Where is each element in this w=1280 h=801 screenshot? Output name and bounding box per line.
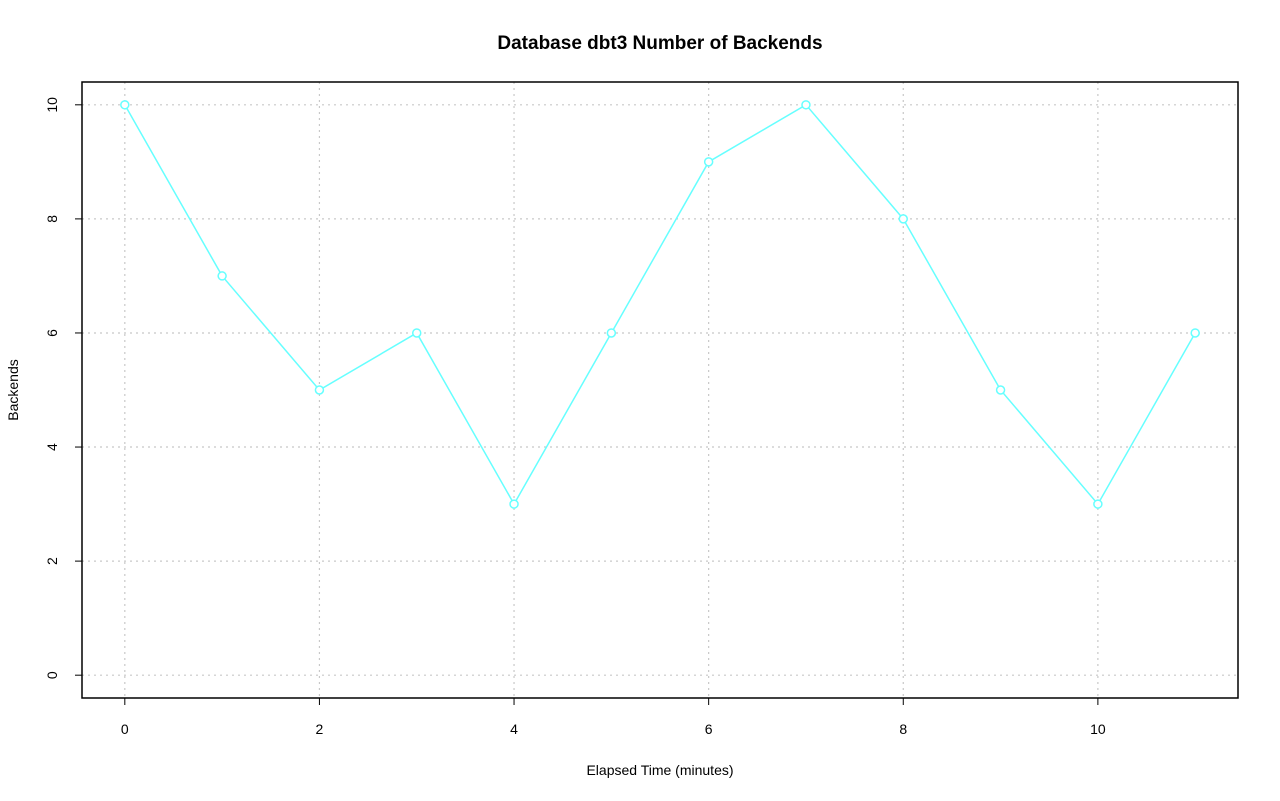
y-tick-label: 10 xyxy=(44,97,60,113)
x-tick-label: 4 xyxy=(510,721,518,737)
data-point xyxy=(120,100,130,110)
x-tick-label: 0 xyxy=(121,721,129,737)
plot-frame xyxy=(81,81,1239,699)
data-point xyxy=(606,328,617,338)
x-tick-label: 2 xyxy=(316,721,324,737)
data-point xyxy=(898,214,909,224)
x-tick-label: 6 xyxy=(705,721,713,737)
x-tick-label: 8 xyxy=(899,721,907,737)
data-point xyxy=(217,271,227,281)
x-axis-label: Elapsed Time (minutes) xyxy=(586,762,733,778)
y-tick-label: 8 xyxy=(44,215,60,223)
data-point xyxy=(509,499,519,509)
data-point xyxy=(1093,499,1103,509)
data-point xyxy=(703,157,714,167)
chart-title: Database dbt3 Number of Backends xyxy=(497,33,822,54)
x-tick-label: 10 xyxy=(1090,721,1106,737)
data-point xyxy=(314,385,325,395)
data-line xyxy=(124,103,1196,506)
y-tick-label: 0 xyxy=(44,671,60,679)
data-point xyxy=(995,385,1006,395)
y-axis-label: Backends xyxy=(5,359,21,420)
y-tick-label: 4 xyxy=(44,443,60,451)
data-point xyxy=(801,100,811,110)
y-tick-label: 6 xyxy=(44,329,60,337)
data-point xyxy=(411,328,422,338)
y-tick-label: 2 xyxy=(44,557,60,565)
data-point xyxy=(1190,328,1200,338)
